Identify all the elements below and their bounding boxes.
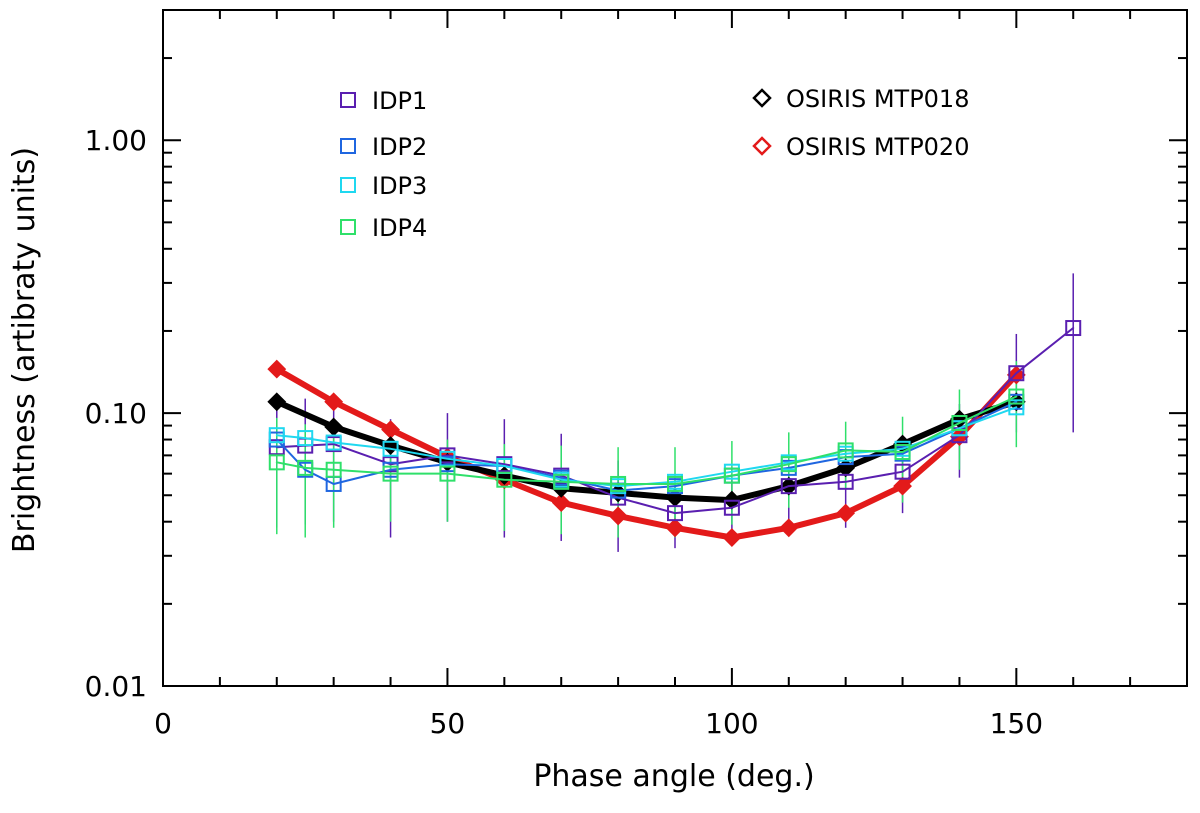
data-point-idp1 <box>1008 365 1025 382</box>
legend-label: IDP3 <box>372 172 427 200</box>
data-point-idp1 <box>667 505 683 522</box>
legend-item-idp3: IDP3 <box>340 172 427 200</box>
data-point-osiris-mtp020 <box>267 359 287 379</box>
series-osiris-mtp020 <box>267 359 1026 547</box>
error-bars <box>276 273 1074 552</box>
plot-frame <box>162 9 1188 687</box>
legend-marker <box>340 92 356 108</box>
data-point-osiris-mtp020 <box>608 506 628 526</box>
axes: 0 50 100 150 0.01 0.10 1.00 <box>85 9 1188 740</box>
data-point-osiris-mtp020 <box>836 503 856 523</box>
legend-marker <box>340 219 356 235</box>
data-point-idp1 <box>1065 320 1082 337</box>
data-point-idp4 <box>780 456 797 473</box>
x-tick-label: 150 <box>990 707 1043 740</box>
legend-marker <box>752 136 772 156</box>
legend-marker <box>340 138 356 154</box>
legend-marker <box>752 88 772 108</box>
legend-item-idp4: IDP4 <box>340 214 427 242</box>
legend-item-idp2: IDP2 <box>340 133 427 161</box>
data-point-osiris-mtp020 <box>893 476 912 496</box>
x-tick-label: 0 <box>154 707 172 740</box>
legend-label: IDP2 <box>372 133 427 161</box>
data-point-idp1 <box>837 473 854 490</box>
series <box>267 320 1082 547</box>
data-point-idp3 <box>297 430 314 447</box>
x-tick-label: 50 <box>430 707 466 740</box>
data-point-idp3 <box>1008 399 1025 416</box>
data-point-osiris-mtp020 <box>779 518 799 538</box>
y-tick-label: 0.10 <box>85 397 147 430</box>
data-point-idp4 <box>268 454 285 471</box>
data-point-idp4 <box>297 459 314 476</box>
data-point-idp4 <box>1008 388 1025 405</box>
data-point-idp4 <box>610 475 627 492</box>
legend-label: IDP4 <box>372 214 427 242</box>
data-point-osiris-mtp020 <box>722 528 742 547</box>
data-point-idp4 <box>723 467 740 484</box>
y-tick-label: 0.01 <box>85 670 147 703</box>
x-tick-label: 100 <box>705 707 758 740</box>
data-point-idp4 <box>894 444 911 461</box>
y-tick-label: 1.00 <box>85 124 147 157</box>
data-point-idp4 <box>837 442 854 459</box>
legend-item-osiris-mtp020: OSIRIS MTP020 <box>752 133 969 161</box>
data-point-osiris-mtp020 <box>551 493 571 513</box>
legend-marker <box>340 177 356 193</box>
legend-label: OSIRIS MTP018 <box>786 85 969 113</box>
data-point-idp1 <box>894 463 911 480</box>
data-point-osiris-mtp020 <box>324 392 344 412</box>
data-point-idp3 <box>382 440 399 457</box>
data-point-osiris-mtp020 <box>950 427 969 447</box>
y-axis-label: Brightness (artibraty units) <box>7 147 42 553</box>
data-point-osiris-mtp018 <box>381 436 400 456</box>
series-line-idp3 <box>275 406 1018 488</box>
data-point-idp4 <box>439 465 456 482</box>
series-line-idp4 <box>275 395 1018 485</box>
data-point-idp4 <box>496 471 513 488</box>
data-point-idp4 <box>325 461 342 478</box>
legend: IDP1 IDP2 IDP3 IDP4 OSIRIS MTP018 OSIRIS MTP0… <box>340 85 969 242</box>
x-axis-label: Phase angle (deg.) <box>533 759 814 794</box>
legend-label: IDP1 <box>372 87 427 115</box>
data-point-idp3 <box>268 427 285 444</box>
data-point-idp1 <box>723 499 740 516</box>
data-point-idp1 <box>780 478 797 495</box>
legend-item-idp1: IDP1 <box>340 87 427 115</box>
series-line-osiris-mtp020 <box>273 366 1020 541</box>
data-point-idp3 <box>325 434 342 451</box>
legend-item-osiris-mtp018: OSIRIS MTP018 <box>752 85 969 113</box>
data-point-osiris-mtp018 <box>836 458 856 478</box>
data-point-osiris-mtp018 <box>665 488 685 508</box>
data-point-osiris-mtp020 <box>665 518 685 538</box>
data-point-idp4 <box>951 414 968 431</box>
series-idp3 <box>268 399 1025 495</box>
series-idp4 <box>268 388 1025 492</box>
series-line-osiris-mtp018 <box>273 398 1020 504</box>
legend-label: OSIRIS MTP020 <box>786 133 969 161</box>
series-line-idp1 <box>275 327 1075 515</box>
data-point-idp4 <box>382 465 399 482</box>
data-point-osiris-mtp018 <box>267 392 287 412</box>
data-point-idp4 <box>667 475 683 492</box>
data-point-idp4 <box>553 473 570 490</box>
